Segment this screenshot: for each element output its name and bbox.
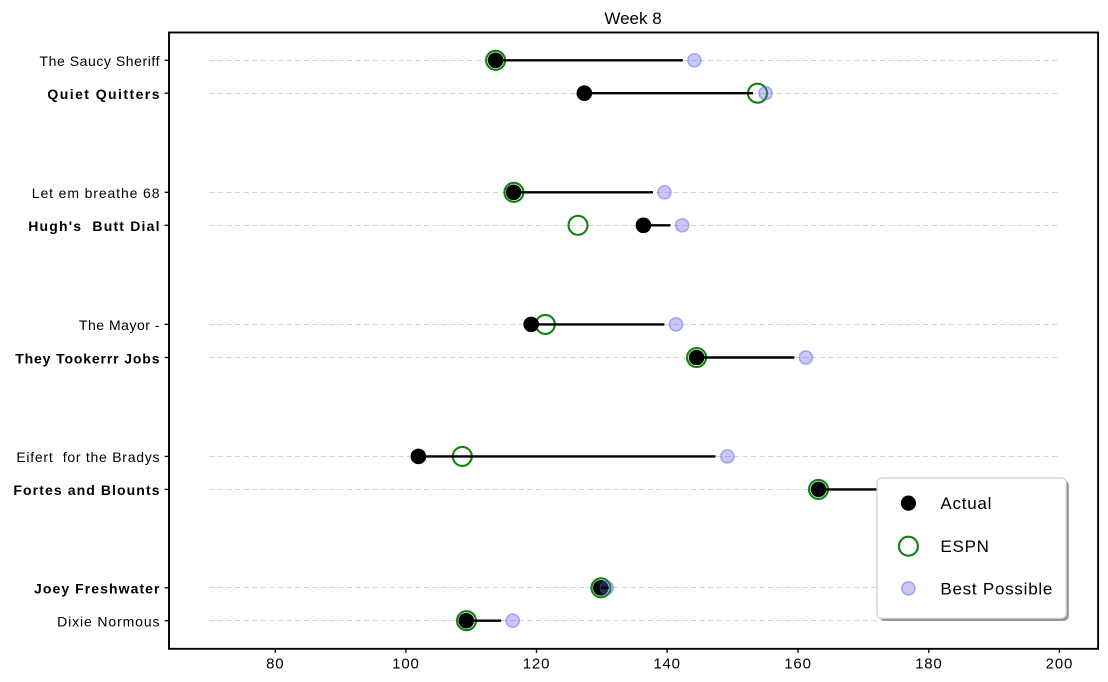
svg-text:Dixie Normous: Dixie Normous (57, 614, 160, 630)
svg-text:Joey Freshwater: Joey Freshwater (34, 581, 161, 597)
svg-text:120: 120 (523, 656, 550, 673)
svg-text:160: 160 (784, 656, 811, 673)
svg-text:180: 180 (915, 656, 942, 673)
svg-text:Week 8: Week 8 (604, 9, 661, 28)
svg-text:Eifert for the Bradys: Eifert for the Bradys (16, 449, 160, 465)
svg-text:The Mayor -: The Mayor - (79, 317, 160, 333)
svg-text:Best Possible: Best Possible (940, 579, 1053, 598)
svg-text:Fortes and Blounts: Fortes and Blounts (13, 482, 160, 498)
svg-text:They Tookerrr Jobs: They Tookerrr Jobs (15, 350, 160, 366)
svg-text:100: 100 (392, 656, 419, 673)
svg-text:80: 80 (266, 656, 284, 673)
svg-text:The Saucy Sheriff: The Saucy Sheriff (40, 53, 161, 69)
svg-text:140: 140 (653, 656, 680, 673)
svg-text:Let em breathe 68: Let em breathe 68 (32, 185, 161, 201)
svg-text:Hugh's Butt Dial: Hugh's Butt Dial (28, 218, 160, 234)
svg-text:Quiet Quitters: Quiet Quitters (47, 86, 161, 102)
svg-text:ESPN: ESPN (940, 537, 989, 556)
svg-text:200: 200 (1046, 656, 1073, 673)
svg-text:Actual: Actual (940, 494, 992, 513)
